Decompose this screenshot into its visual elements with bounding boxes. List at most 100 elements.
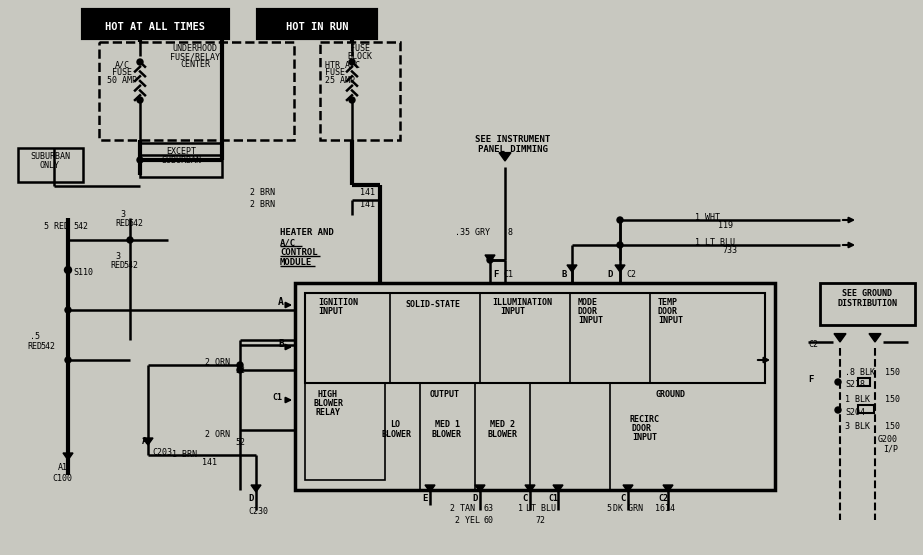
Text: 542: 542	[73, 222, 88, 231]
Text: DISTRIBUTION: DISTRIBUTION	[837, 299, 897, 308]
Circle shape	[349, 59, 355, 65]
Text: D: D	[607, 270, 612, 279]
Text: A/C: A/C	[280, 238, 296, 247]
Text: BLOCK: BLOCK	[347, 52, 373, 61]
Text: SEE GROUND: SEE GROUND	[842, 289, 892, 298]
Text: A: A	[278, 297, 284, 307]
Text: 119: 119	[718, 221, 733, 230]
Text: OUTPUT: OUTPUT	[430, 390, 460, 399]
Text: A/C: A/C	[114, 60, 129, 69]
Text: UNDERHOOD: UNDERHOOD	[173, 44, 218, 53]
Text: 3 BLK: 3 BLK	[845, 422, 870, 431]
Text: SUBURBAN: SUBURBAN	[30, 152, 70, 161]
Text: .35 GRY: .35 GRY	[455, 228, 490, 237]
Text: HEATER AND: HEATER AND	[280, 228, 334, 237]
Text: C230: C230	[248, 507, 268, 516]
Polygon shape	[251, 485, 261, 492]
Text: 2 ORN: 2 ORN	[205, 430, 230, 439]
Text: I/P: I/P	[883, 445, 898, 454]
Text: C100: C100	[52, 474, 72, 483]
Text: 3: 3	[120, 210, 125, 219]
Text: HOT IN RUN: HOT IN RUN	[286, 22, 348, 32]
Text: 72: 72	[535, 516, 545, 525]
Text: 733: 733	[722, 246, 737, 255]
Text: 1 BRN: 1 BRN	[172, 450, 197, 459]
Text: RELAY: RELAY	[315, 408, 340, 417]
Text: E: E	[422, 494, 427, 503]
Circle shape	[617, 217, 623, 223]
Text: INPUT: INPUT	[578, 316, 603, 325]
Text: 52: 52	[235, 366, 245, 375]
Text: C1: C1	[548, 494, 558, 503]
Text: 2 BRN: 2 BRN	[250, 188, 275, 197]
Circle shape	[137, 59, 143, 65]
Text: INPUT: INPUT	[500, 307, 525, 316]
Text: 542: 542	[128, 219, 143, 228]
Text: RED: RED	[110, 261, 125, 270]
Text: RED: RED	[115, 219, 130, 228]
Text: 150: 150	[885, 395, 900, 404]
Text: 60: 60	[484, 516, 494, 525]
Circle shape	[127, 237, 133, 243]
Text: 1 BLK: 1 BLK	[845, 395, 870, 404]
Text: 141: 141	[202, 458, 217, 467]
Text: S218: S218	[845, 380, 865, 389]
Polygon shape	[663, 485, 673, 492]
Text: FUSE/RELAY: FUSE/RELAY	[170, 52, 220, 61]
Text: MED 1: MED 1	[435, 420, 460, 429]
Text: RED: RED	[27, 342, 42, 351]
Bar	[99, 42, 294, 140]
Text: F: F	[493, 270, 498, 279]
Text: C: C	[620, 494, 626, 503]
Text: S204: S204	[845, 408, 865, 417]
Circle shape	[237, 367, 243, 373]
Text: 50 AMP: 50 AMP	[107, 76, 137, 85]
Polygon shape	[623, 485, 633, 492]
Circle shape	[65, 266, 71, 274]
Text: BLOWER: BLOWER	[382, 430, 412, 439]
Circle shape	[349, 97, 355, 103]
Polygon shape	[615, 265, 625, 272]
Text: FUSE: FUSE	[112, 68, 132, 77]
Text: HIGH: HIGH	[318, 390, 338, 399]
Text: ILLUMINATION: ILLUMINATION	[492, 298, 552, 307]
Text: 1614: 1614	[655, 504, 675, 513]
Circle shape	[487, 257, 493, 263]
Text: BLOWER: BLOWER	[432, 430, 462, 439]
Text: MED 2: MED 2	[490, 420, 515, 429]
Bar	[258, 10, 376, 38]
Text: 2 ORN: 2 ORN	[205, 358, 230, 367]
Text: MODULE: MODULE	[280, 258, 312, 267]
Bar	[140, 143, 222, 177]
Text: F: F	[808, 375, 813, 384]
Text: 5: 5	[606, 504, 611, 513]
Bar	[295, 283, 775, 490]
Text: ONLY: ONLY	[40, 161, 60, 170]
Circle shape	[835, 407, 841, 413]
Text: EXCEPT: EXCEPT	[166, 147, 196, 156]
Polygon shape	[553, 485, 563, 492]
Bar	[858, 378, 870, 386]
Text: SUBURBAN: SUBURBAN	[161, 156, 201, 165]
Text: C: C	[522, 494, 527, 503]
Text: 1 WHT: 1 WHT	[695, 213, 720, 222]
Bar	[305, 383, 385, 480]
Circle shape	[835, 379, 841, 385]
Text: SOLID-STATE: SOLID-STATE	[405, 300, 460, 309]
Bar	[820, 283, 915, 325]
Text: CONTROL: CONTROL	[280, 248, 318, 257]
Text: 141: 141	[360, 188, 375, 197]
Text: C203: C203	[152, 448, 172, 457]
Polygon shape	[834, 334, 846, 342]
Text: BLOWER: BLOWER	[487, 430, 517, 439]
Polygon shape	[485, 255, 495, 262]
Text: C2: C2	[658, 494, 668, 503]
Text: 2 TAN: 2 TAN	[450, 504, 475, 513]
Text: INPUT: INPUT	[632, 433, 657, 442]
Text: 8: 8	[508, 228, 513, 237]
Text: 52: 52	[235, 438, 245, 447]
Text: C1: C1	[272, 393, 282, 402]
Text: 150: 150	[885, 368, 900, 377]
Bar	[305, 293, 765, 383]
Text: INPUT: INPUT	[318, 307, 343, 316]
